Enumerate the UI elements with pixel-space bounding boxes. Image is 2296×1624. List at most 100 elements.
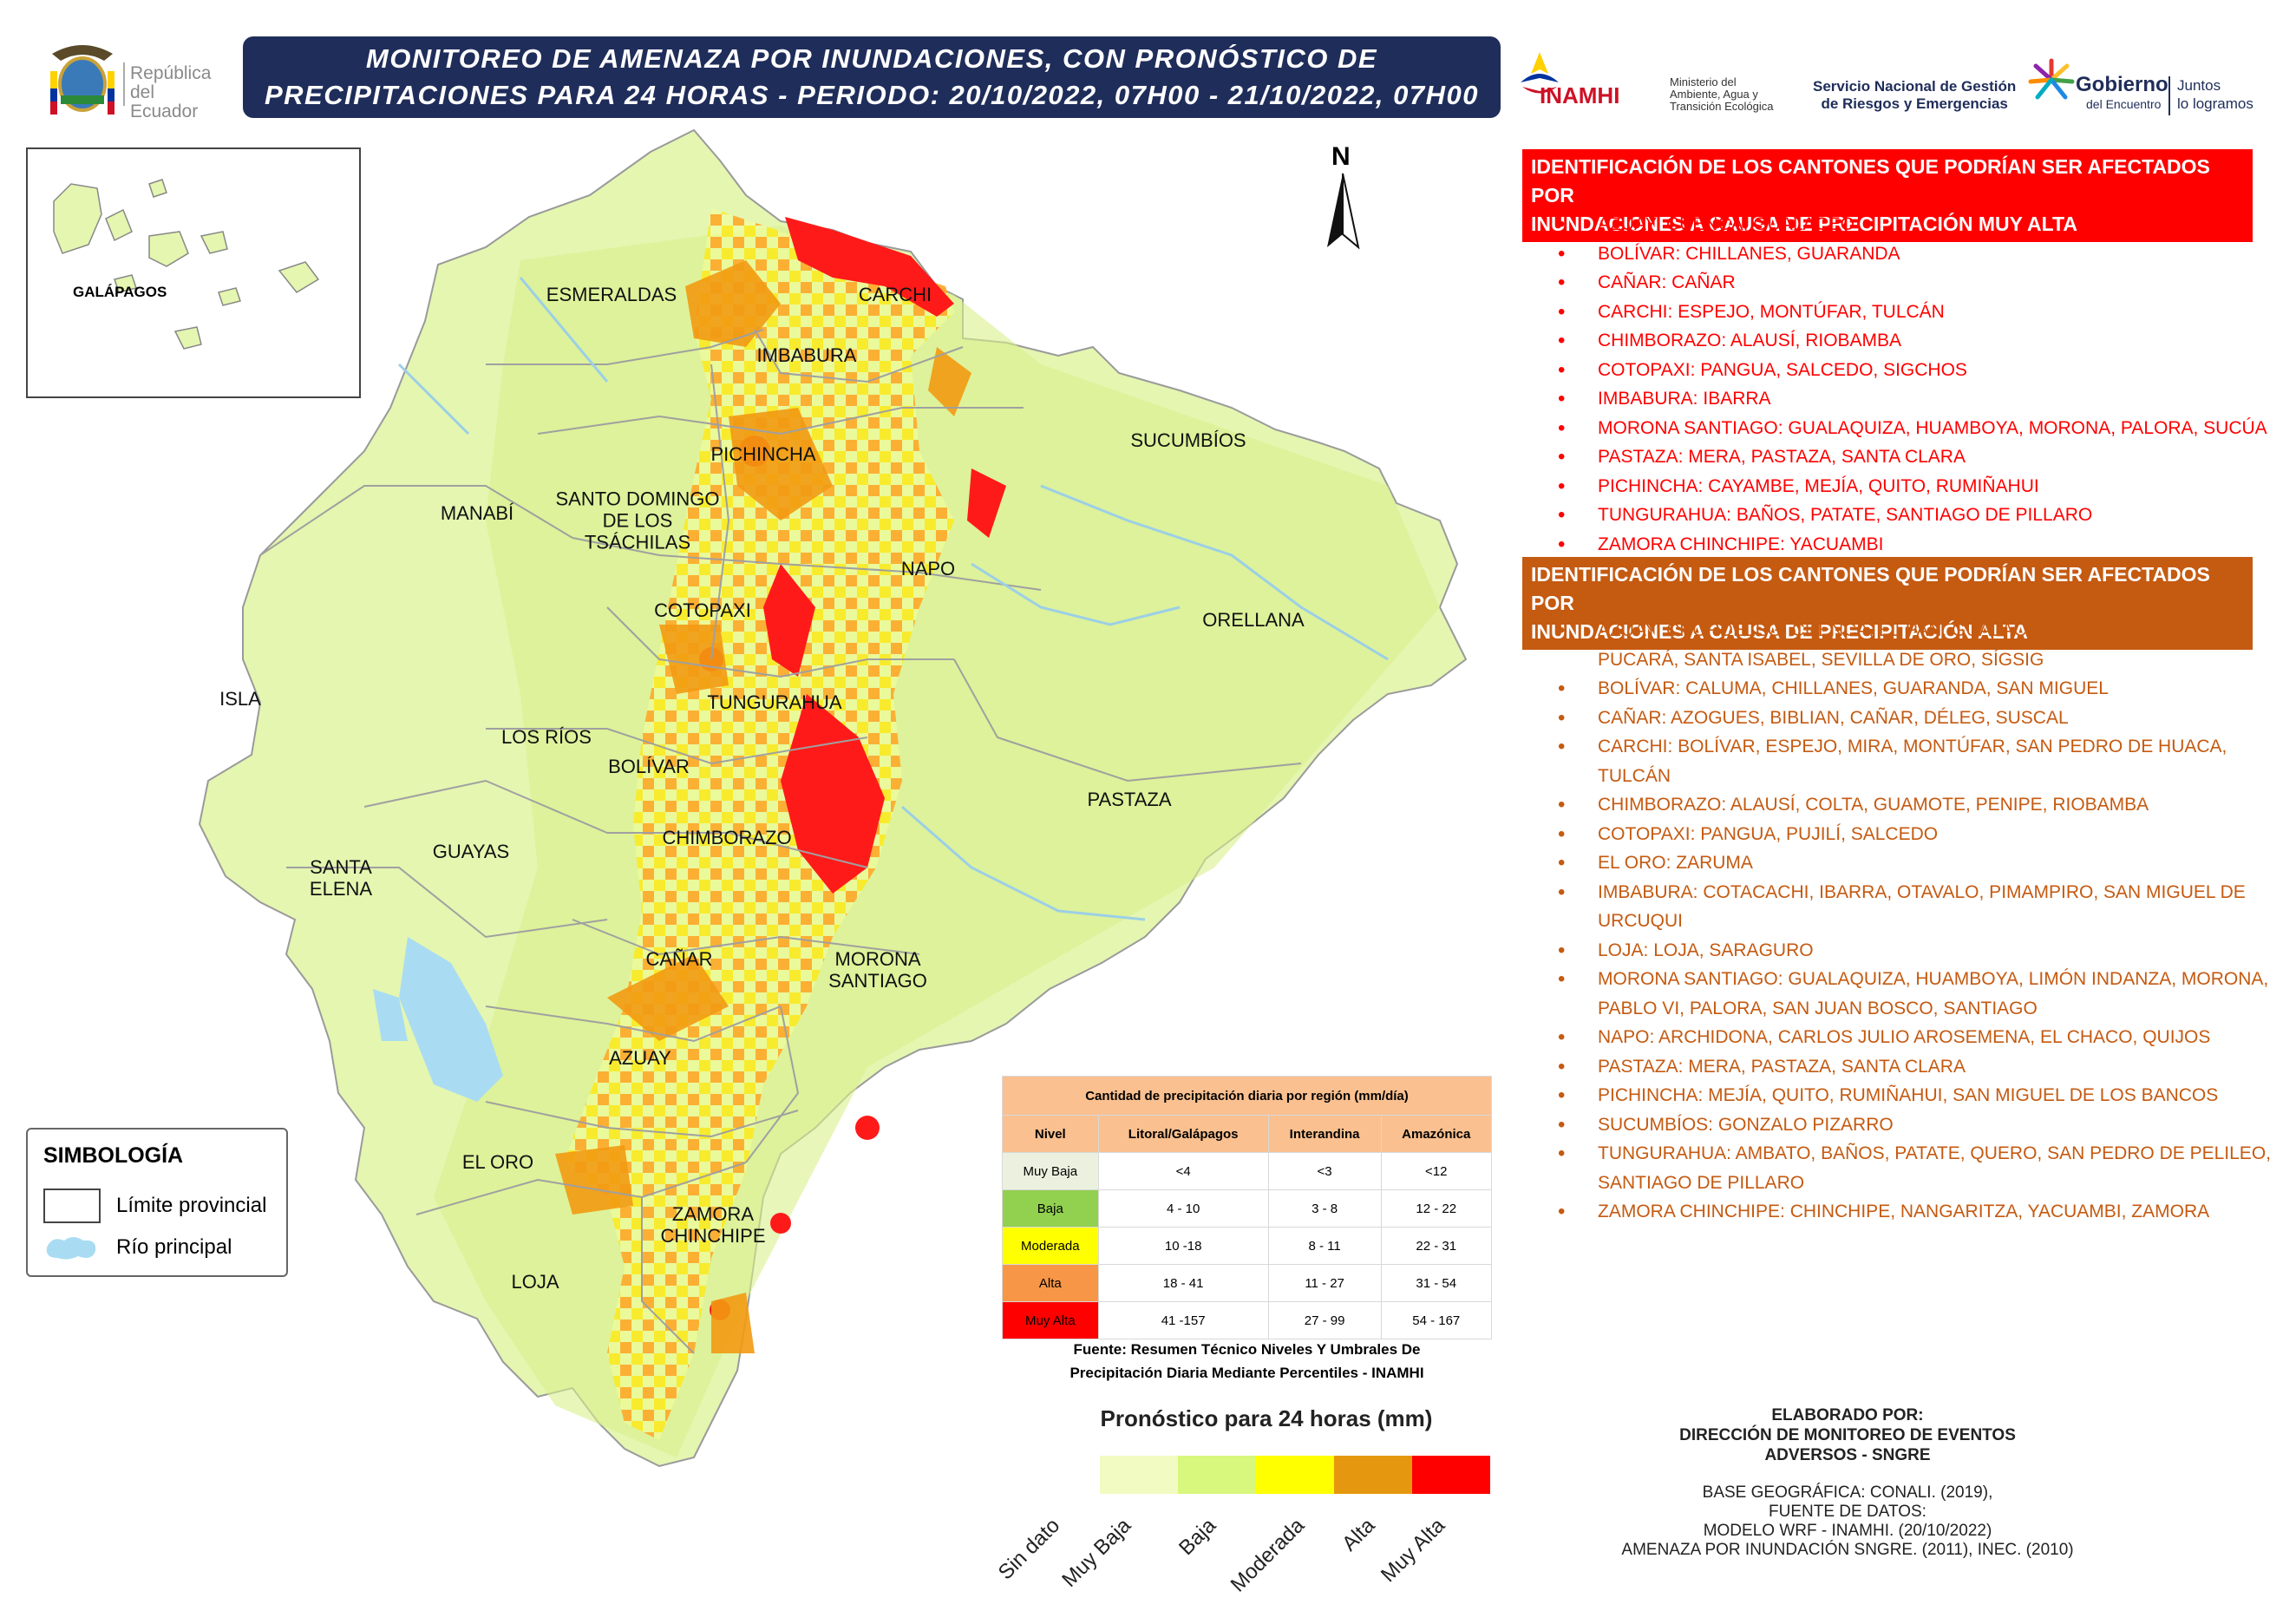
simbologia-title: SIMBOLOGÍA xyxy=(43,1143,184,1168)
coat-of-arms-icon xyxy=(50,45,114,115)
threshold-value-cell: 10 -18 xyxy=(1097,1227,1269,1265)
juntos-line2: lo logramos xyxy=(2177,95,2253,112)
label-esmeraldas: ESMERALDAS xyxy=(546,284,677,305)
threshold-level-cell: Muy Alta xyxy=(1002,1301,1099,1339)
credits-a1: ELABORADO POR: xyxy=(1771,1406,1924,1424)
threshold-col-litoral: Litoral/Galápagos xyxy=(1097,1115,1269,1153)
canton-list-item: CHIMBORAZO: ALAUSÍ, COLTA, GUAMOTE, PENI… xyxy=(1553,790,2281,820)
threshold-level-cell: Muy Baja xyxy=(1002,1152,1099,1190)
forecast-swatch-muy-alta xyxy=(1412,1456,1490,1494)
panel-alta-head-line1: IDENTIFICACIÓN DE LOS CANTONES QUE PODRÍ… xyxy=(1531,563,2210,614)
canton-list-item: PICHINCHA: CAYAMBE, MEJÍA, QUITO, RUMIÑA… xyxy=(1553,472,2281,501)
label-santo-domingo-2: DE LOS xyxy=(602,509,673,532)
label-imbabura: IMBABURA xyxy=(756,344,857,366)
threshold-row: Baja 4 - 10 3 - 8 12 - 22 xyxy=(1002,1189,1493,1228)
canton-list-item: BOLÍVAR: CALUMA, CHILLANES, GUARANDA, SA… xyxy=(1553,674,2281,704)
label-zamora-2: CHINCHIPE xyxy=(660,1225,766,1247)
label-carchi: CARCHI xyxy=(858,284,932,305)
panel-muy-alta-head-line1: IDENTIFICACIÓN DE LOS CANTONES QUE PODRÍ… xyxy=(1531,155,2210,206)
canton-list-item: COTOPAXI: PANGUA, SALCEDO, SIGCHOS xyxy=(1553,356,2281,385)
canton-list-item: PASTAZA: MERA, PASTAZA, SANTA CLARA xyxy=(1553,1052,2281,1082)
gulf-of-guayaquil-water xyxy=(399,937,503,1102)
canton-list-item: LOJA: LOJA, SARAGURO xyxy=(1553,936,2281,966)
canton-list-item: ZAMORA CHINCHIPE: CHINCHIPE, NANGARITZA,… xyxy=(1553,1197,2281,1227)
credits-a3: ADVERSOS - SNGRE xyxy=(1764,1446,1931,1464)
main-rivers xyxy=(397,277,1389,921)
threshold-value-cell: 54 - 167 xyxy=(1380,1301,1493,1339)
legend-rio-label: Río principal xyxy=(116,1235,232,1259)
gobierno-encuentro-logo: Gobierno del Encuentro xyxy=(2025,54,2168,123)
threshold-value-cell: <4 xyxy=(1097,1152,1269,1190)
threshold-source: Fuente: Resumen Técnico Niveles Y Umbral… xyxy=(1002,1338,1492,1385)
north-label: N xyxy=(1331,142,1351,171)
threshold-level-cell: Alta xyxy=(1002,1264,1099,1302)
label-morona-2: SANTIAGO xyxy=(828,970,927,992)
ministerio-line1: Ministerio del xyxy=(1670,75,1737,88)
threshold-value-cell: 22 - 31 xyxy=(1380,1227,1493,1265)
gobierno-line1: Gobierno xyxy=(2076,73,2168,96)
label-morona-santiago: MORONA SANTIAGO xyxy=(828,948,927,992)
inamhi-name: INAMHI xyxy=(1540,82,1620,108)
canton-list-item: CAÑAR: AZOGUES, BIBLIAN, CAÑAR, DÉLEG, S… xyxy=(1553,704,2281,733)
gobierno-burst-icon xyxy=(2028,58,2075,100)
label-santa-elena-2: ELENA xyxy=(309,878,373,900)
label-manabi: MANABÍ xyxy=(440,502,514,524)
label-isla: ISLA xyxy=(219,688,261,710)
credits-sources: BASE GEOGRÁFICA: CONALI. (2019), FUENTE … xyxy=(1605,1483,2090,1560)
label-zamora-1: ZAMORA xyxy=(671,1203,755,1225)
credits-b2: FUENTE DE DATOS: xyxy=(1769,1503,1926,1521)
credits-elaborado: ELABORADO POR: DIRECCIÓN DE MONITOREO DE… xyxy=(1605,1405,2090,1465)
galapagos-label: GALÁPAGOS xyxy=(73,284,167,300)
canton-list-item: MORONA SANTIAGO: GUALAQUIZA, HUAMBOYA, M… xyxy=(1553,414,2281,443)
label-zamora-chinchipe: ZAMORA CHINCHIPE xyxy=(660,1203,765,1247)
label-azuay: AZUAY xyxy=(609,1047,671,1069)
sngre-line2: de Riesgos y Emergencias xyxy=(1821,95,2008,112)
credits-b4: AMENAZA POR INUNDACIÓN SNGRE. (2011), IN… xyxy=(1621,1541,2074,1559)
precipitation-threshold-table: Cantidad de precipitación diaria por reg… xyxy=(1002,1076,1493,1339)
ministerio-ambiente-logo: Ministerio del Ambiente, Agua y Transici… xyxy=(1670,76,1773,113)
republica-line1: República xyxy=(130,63,212,83)
forecast-swatch-baja xyxy=(1178,1456,1256,1494)
ecuador-map xyxy=(198,128,1468,1468)
label-sucumbios: SUCUMBÍOS xyxy=(1130,429,1246,451)
label-napo: NAPO xyxy=(900,558,956,580)
label-santo-domingo-1: SANTO DOMINGO xyxy=(555,488,720,510)
threshold-col-interandina: Interandina xyxy=(1267,1115,1382,1153)
forecast-swatch-moderada xyxy=(1256,1456,1334,1494)
gobierno-divider xyxy=(2168,76,2170,115)
map-title-box: MONITOREO DE AMENAZA POR INUNDACIONES, C… xyxy=(243,36,1501,118)
threshold-value-cell: 27 - 99 xyxy=(1267,1301,1382,1339)
label-guayas: GUAYAS xyxy=(432,841,510,862)
threshold-table-body: Muy Baja <4 <3 <12 Baja 4 - 10 3 - 8 12 - 22 Mod… xyxy=(1002,1152,1493,1339)
threshold-value-cell: 4 - 10 xyxy=(1097,1189,1269,1228)
credits-b3: MODELO WRF - INAMHI. (20/10/2022) xyxy=(1703,1522,1992,1540)
canton-list-item: IMBABURA: COTACACHI, IBARRA, OTAVALO, PI… xyxy=(1553,878,2281,936)
canton-list-item: PASTAZA: MERA, PASTAZA, SANTA CLARA xyxy=(1553,442,2281,472)
label-cotopaxi: COTOPAXI xyxy=(654,599,751,621)
provincial-boundaries xyxy=(259,329,1302,1354)
canton-list-item: COTOPAXI: PANGUA, PUJILÍ, SALCEDO xyxy=(1553,820,2281,849)
credits-b1: BASE GEOGRÁFICA: CONALI. (2019), xyxy=(1702,1483,1993,1502)
threshold-row: Moderada 10 -18 8 - 11 22 - 31 xyxy=(1002,1227,1493,1265)
threshold-value-cell: <12 xyxy=(1380,1152,1493,1190)
ministerio-line2: Ambiente, Agua y xyxy=(1670,88,1758,101)
label-morona-1: MORONA xyxy=(834,948,921,970)
label-pastaza: PASTAZA xyxy=(1087,789,1172,810)
galapagos-inset: GALÁPAGOS xyxy=(26,147,361,398)
republica-line2: del Ecuador xyxy=(130,82,199,121)
canton-list-item: EL ORO: ZARUMA xyxy=(1553,848,2281,878)
threshold-level-cell: Baja xyxy=(1002,1189,1099,1228)
republica-del-ecuador-logo: República del Ecuador xyxy=(43,36,226,123)
label-santo-domingo-3: TSÁCHILAS xyxy=(584,531,691,553)
canton-list-item: CHIMBORAZO: ALAUSÍ, RIOBAMBA xyxy=(1553,326,2281,356)
threshold-row: Muy Alta 41 -157 27 - 99 54 - 167 xyxy=(1002,1301,1493,1339)
label-santa-elena-1: SANTA xyxy=(310,856,372,878)
threshold-row: Muy Baja <4 <3 <12 xyxy=(1002,1152,1493,1190)
forecast-swatch-alta xyxy=(1334,1456,1412,1494)
threshold-source-line2: Precipitación Diaria Mediante Percentile… xyxy=(1070,1365,1424,1381)
label-los-rios: LOS RÍOS xyxy=(501,726,592,748)
canton-list-item: TUNGURAHUA: AMBATO, BAÑOS, PATATE, QUERO… xyxy=(1553,1139,2281,1197)
juntos-slogan: Juntos lo logramos xyxy=(2177,76,2253,113)
logo-divider xyxy=(123,62,125,106)
canton-list-item: SUCUMBÍOS: GONZALO PIZARRO xyxy=(1553,1110,2281,1140)
